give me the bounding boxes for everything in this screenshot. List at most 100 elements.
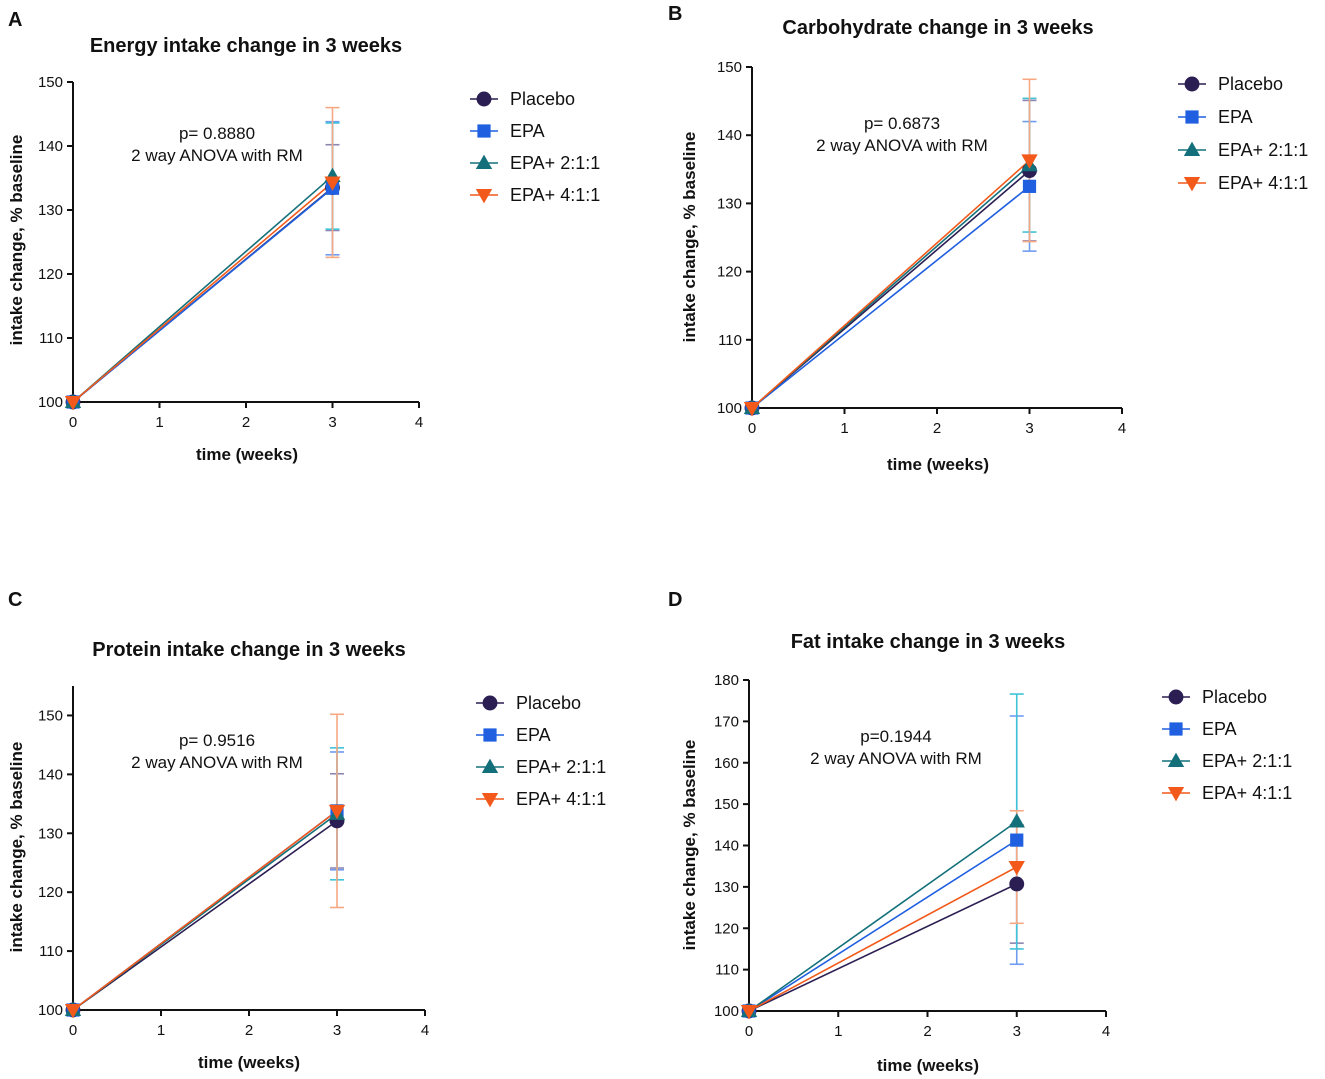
y-axis-label: intake change, % baseline <box>7 135 26 346</box>
legend-marker <box>1183 177 1201 192</box>
data-point <box>64 1004 82 1019</box>
series-line-0 <box>72 820 338 1011</box>
x-tick-label: 3 <box>328 414 336 431</box>
legend-label: EPA+ 4:1:1 <box>516 789 606 809</box>
data-point <box>743 402 761 417</box>
x-tick-label: 2 <box>242 414 250 431</box>
y-tick-label: 180 <box>714 672 739 689</box>
y-tick-label: 140 <box>714 838 739 855</box>
y-tick-label: 110 <box>715 962 739 979</box>
x-axis-label: time (weeks) <box>198 1053 300 1072</box>
data-point <box>1021 154 1038 169</box>
legend-marker <box>1168 689 1184 705</box>
y-tick-label: 110 <box>718 332 742 349</box>
p-value-annotation: p= 0.9516 <box>179 731 255 750</box>
test-annotation: 2 way ANOVA with RM <box>131 753 303 772</box>
legend-label: EPA <box>516 725 551 745</box>
legend-marker <box>1184 76 1200 92</box>
x-tick-label: 3 <box>1025 420 1033 437</box>
legend-marker <box>481 758 499 773</box>
y-tick-label: 100 <box>38 394 63 411</box>
x-tick-label: 2 <box>923 1023 931 1040</box>
panel-letter: C <box>8 589 22 611</box>
x-tick-label: 0 <box>69 414 77 431</box>
y-tick-label: 160 <box>714 755 739 772</box>
x-tick-label: 1 <box>157 1022 165 1039</box>
legend-label: Placebo <box>1218 74 1283 94</box>
chart-panel-c: C Protein intake change in 3 weeks 100 110 1… <box>7 589 606 1072</box>
y-tick-label: 170 <box>714 713 739 730</box>
y-tick-label: 120 <box>38 266 63 283</box>
x-tick-label: 0 <box>748 420 756 437</box>
y-tick-label: 140 <box>38 766 63 783</box>
y-tick-label: 120 <box>38 884 63 901</box>
p-value-annotation: p=0.1944 <box>860 727 931 746</box>
legend-marker <box>481 793 499 808</box>
y-tick-label: 150 <box>717 59 742 76</box>
y-axis-label: intake change, % baseline <box>7 742 26 953</box>
y-tick-label: 110 <box>39 330 63 347</box>
y-tick-label: 110 <box>39 943 63 960</box>
y-tick-label: 130 <box>38 825 63 842</box>
x-tick-label: 4 <box>1118 420 1126 437</box>
series-line-0 <box>748 883 1018 1012</box>
data-point <box>1022 179 1037 193</box>
y-tick-label: 130 <box>714 879 739 896</box>
legend-marker <box>1183 141 1201 156</box>
legend: Placebo EPA EPA+ 2:1:1 EPA+ 4:1:1 <box>476 693 606 809</box>
y-tick-label: 130 <box>38 202 63 219</box>
p-value-annotation: p= 0.8880 <box>179 124 255 143</box>
test-annotation: 2 way ANOVA with RM <box>810 749 982 768</box>
y-tick-label: 120 <box>714 920 739 937</box>
data-point <box>1008 813 1025 828</box>
x-tick-label: 2 <box>933 420 941 437</box>
legend-label: EPA <box>1202 719 1237 739</box>
legend-label: EPA+ 2:1:1 <box>510 153 600 173</box>
series-line-2 <box>748 820 1018 1012</box>
legend-label: EPA+ 2:1:1 <box>516 757 606 777</box>
y-tick-label: 150 <box>38 74 63 91</box>
legend-marker <box>475 189 493 204</box>
legend-label: EPA <box>1218 107 1253 127</box>
y-tick-label: 130 <box>717 195 742 212</box>
panel-letter: D <box>668 589 682 611</box>
legend-marker <box>1167 787 1185 802</box>
legend-label: EPA+ 4:1:1 <box>510 185 600 205</box>
data-point <box>1008 861 1025 876</box>
legend-label: Placebo <box>510 89 575 109</box>
x-tick-label: 2 <box>245 1022 253 1039</box>
y-tick-label: 140 <box>717 127 742 144</box>
series-line-3 <box>751 159 1031 409</box>
chart-title: Energy intake change in 3 weeks <box>90 35 402 57</box>
legend-marker <box>482 695 498 711</box>
data-point <box>64 396 82 411</box>
series-line-1 <box>748 839 1018 1012</box>
legend: Placebo EPA EPA+ 2:1:1 EPA+ 4:1:1 <box>1178 74 1308 193</box>
x-tick-label: 1 <box>155 414 163 431</box>
legend-label: EPA+ 4:1:1 <box>1218 173 1308 193</box>
y-tick-label: 100 <box>38 1002 63 1019</box>
x-tick-label: 1 <box>834 1023 842 1040</box>
x-tick-label: 1 <box>840 420 848 437</box>
y-tick-label: 140 <box>38 138 63 155</box>
data-point <box>328 804 346 820</box>
chart-title: Fat intake change in 3 weeks <box>791 631 1066 653</box>
legend-label: EPA+ 4:1:1 <box>1202 783 1292 803</box>
series-line-3 <box>748 866 1018 1012</box>
y-axis-label: intake change, % baseline <box>680 132 699 343</box>
legend: Placebo EPA EPA+ 2:1:1 EPA+ 4:1:1 <box>1162 687 1292 803</box>
x-tick-label: 3 <box>333 1022 341 1039</box>
y-tick-label: 150 <box>38 707 63 724</box>
legend-marker <box>1169 722 1183 736</box>
x-tick-label: 4 <box>421 1022 429 1039</box>
y-tick-label: 100 <box>714 1003 739 1020</box>
data-point <box>740 1005 758 1020</box>
x-axis-label: time (weeks) <box>196 445 298 464</box>
x-tick-label: 3 <box>1013 1023 1021 1040</box>
y-tick-label: 120 <box>717 264 742 281</box>
p-value-annotation: p= 0.6873 <box>864 114 940 133</box>
legend-marker <box>483 728 497 742</box>
legend-label: EPA+ 2:1:1 <box>1202 751 1292 771</box>
